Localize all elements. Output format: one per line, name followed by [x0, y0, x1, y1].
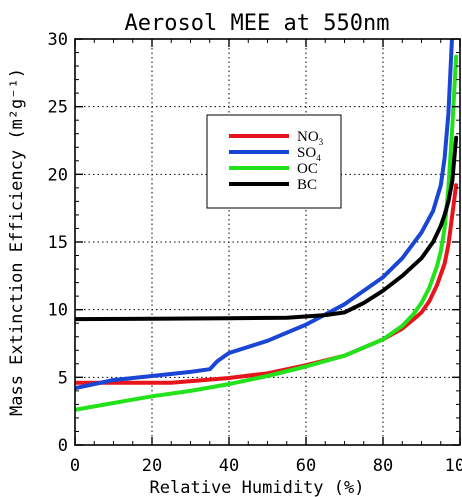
y-tick-label: 0: [58, 436, 68, 456]
legend-box: [206, 114, 342, 209]
x-tick-label: 0: [70, 456, 80, 476]
x-axis-label: Relative Humidity (%): [150, 478, 365, 497]
ticks: 0 20 40 60 80 100 0 5 10 15 20 25 30: [48, 30, 462, 476]
chart-title: Aerosol MEE at 550nm: [125, 11, 390, 36]
x-tick-label: 80: [373, 456, 393, 476]
x-tick-label: 40: [219, 456, 239, 476]
y-tick-label: 25: [48, 98, 68, 118]
x-tick-label: 20: [142, 456, 162, 476]
x-tick-label: 60: [296, 456, 316, 476]
legend-label-so4: SO4: [297, 145, 321, 163]
legend-label-oc: OC: [297, 161, 318, 177]
y-axis-label: Mass Extinction Efficiency (m²g⁻¹): [7, 68, 27, 416]
legend-label-bc: BC: [297, 177, 317, 193]
series-line-so4: [75, 39, 454, 391]
series-line-oc: [75, 54, 459, 412]
y-tick-label: 5: [58, 368, 68, 388]
y-tick-label: 10: [48, 301, 68, 321]
plot-series: [75, 39, 459, 412]
legend-label-no3: NO3: [297, 129, 324, 147]
y-tick-label: 15: [48, 233, 68, 253]
x-tick-label: 100: [445, 456, 462, 476]
series-line-no3: [75, 183, 459, 385]
series-line-bc: [75, 135, 459, 322]
y-tick-label: 30: [48, 30, 68, 50]
y-tick-label: 20: [48, 165, 68, 185]
